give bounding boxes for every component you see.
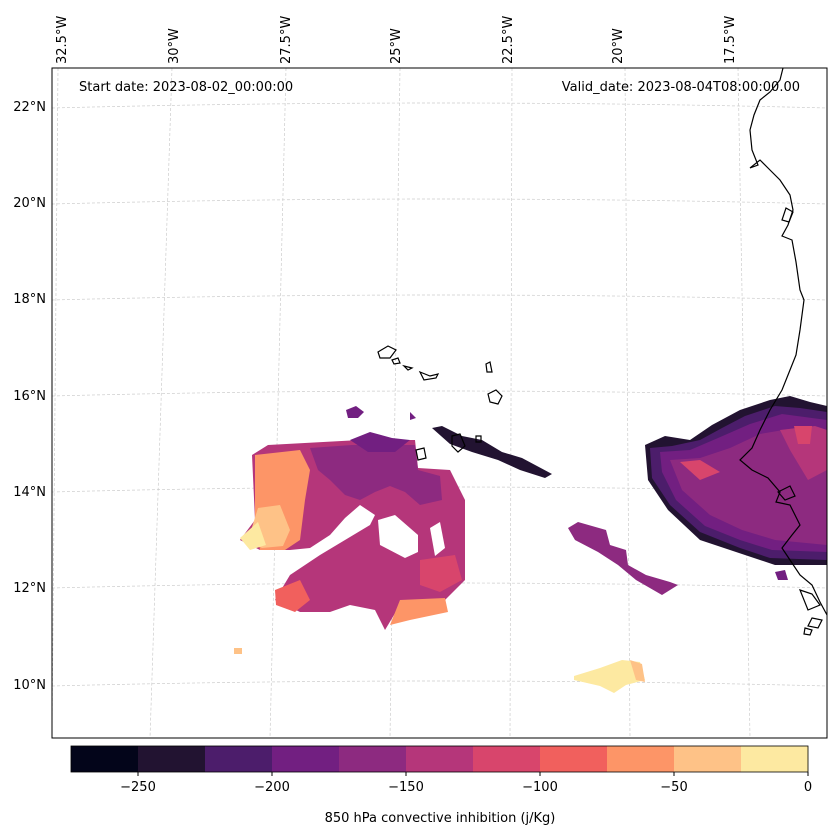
lat-label-14n: 14°N bbox=[13, 485, 46, 500]
cin-region-east-pink bbox=[680, 460, 720, 480]
cape-verde-santo-antao bbox=[377, 345, 397, 359]
colorbar-swatch bbox=[540, 746, 608, 772]
cin-region-west-pale bbox=[240, 522, 266, 550]
colorbar-swatch bbox=[205, 746, 273, 772]
colorbar-swatch bbox=[272, 746, 340, 772]
colorbar-swatch bbox=[473, 746, 541, 772]
valid-date-label: Valid_date: 2023-08-04T08:00:00.00 bbox=[562, 80, 800, 95]
lon-label-30w: 30°W bbox=[167, 28, 182, 64]
colorbar-swatch bbox=[674, 746, 742, 772]
map-background bbox=[52, 68, 827, 738]
lat-label-20n: 20°N bbox=[13, 196, 46, 211]
coast-bays bbox=[781, 207, 794, 223]
colorbar-border bbox=[70, 745, 809, 773]
cin-patch-south bbox=[574, 660, 645, 693]
cape-verde-boa-vista bbox=[487, 389, 503, 405]
colorbar-tick-label: −50 bbox=[660, 780, 687, 795]
colorbar-swatches bbox=[71, 746, 809, 772]
cin-region-west-red-2 bbox=[420, 555, 462, 592]
africa-coastline bbox=[739, 68, 827, 616]
lat-label-18n: 18°N bbox=[13, 292, 46, 307]
cin-region-west-red bbox=[275, 580, 310, 612]
cin-region-west-purple bbox=[350, 432, 410, 452]
lon-labels: 32.5°W 30°W 27.5°W 25°W 22.5°W 20°W 17.5… bbox=[55, 16, 738, 64]
cape-verde-sal bbox=[485, 361, 493, 373]
cin-field-east bbox=[645, 396, 827, 580]
cin-small-purple bbox=[346, 406, 364, 418]
bijagos-1 bbox=[807, 617, 823, 629]
lon-label-25w: 25°W bbox=[389, 28, 404, 64]
cin-region-west-dark bbox=[310, 445, 442, 505]
guinea-coast bbox=[798, 589, 821, 611]
lon-label-20w: 20°W bbox=[611, 28, 626, 64]
lat-label-16n: 16°N bbox=[13, 389, 46, 404]
colorbar-tick-label: −250 bbox=[120, 780, 156, 795]
cin-patch-south-edge bbox=[630, 660, 645, 682]
cape-verde-santiago bbox=[418, 370, 440, 381]
cin-speck-1 bbox=[234, 648, 242, 654]
cin-streak-middle bbox=[568, 522, 678, 595]
lon-label-27.5w: 27.5°W bbox=[279, 16, 294, 64]
start-date-label: Start date: 2023-08-02_00:00:00 bbox=[79, 80, 293, 95]
cin-region-east-red bbox=[794, 426, 812, 444]
cin-region-east-rose bbox=[780, 426, 827, 480]
colorbar-ticks: −250 −200 −150 −100 −50 0 bbox=[120, 772, 812, 795]
gambia-outline bbox=[777, 485, 796, 501]
colorbar-tick-label: −200 bbox=[254, 780, 290, 795]
colorbar-tick-label: −100 bbox=[522, 780, 558, 795]
map-border bbox=[51, 67, 828, 739]
cape-verde-sao-nicolau bbox=[402, 364, 414, 371]
lon-label-22.5w: 22.5°W bbox=[501, 16, 516, 64]
colorbar-tick-label: 0 bbox=[804, 780, 812, 795]
cape-verde-sao-vicente bbox=[391, 357, 401, 365]
lat-label-10n: 10°N bbox=[13, 678, 46, 693]
colorbar-swatch bbox=[406, 746, 474, 772]
cape-verde-maio bbox=[451, 433, 466, 453]
cin-speck-2 bbox=[775, 570, 788, 580]
cin-small-purple-2 bbox=[410, 412, 416, 420]
lon-label-17.5w: 17.5°W bbox=[723, 16, 738, 64]
cin-region-east-main bbox=[670, 428, 827, 545]
cin-hole-2 bbox=[430, 522, 445, 556]
cin-hole-1 bbox=[378, 515, 418, 558]
cin-field-west bbox=[234, 406, 465, 654]
lat-label-12n: 12°N bbox=[13, 581, 46, 596]
coastlines bbox=[377, 68, 827, 636]
colorbar: −250 −200 −150 −100 −50 0 850 hPa convective … bbox=[70, 745, 812, 826]
colorbar-swatch bbox=[339, 746, 407, 772]
cape-verde-brava bbox=[475, 435, 482, 443]
colorbar-label: 850 hPa convective inhibition (j/Kg) bbox=[325, 811, 556, 826]
lon-label-32.5w: 32.5°W bbox=[55, 16, 70, 64]
cin-region-west-orange-2 bbox=[390, 598, 448, 625]
colorbar-swatch bbox=[138, 746, 206, 772]
cape-verde-fogo bbox=[415, 447, 427, 461]
colorbar-tick-label: −150 bbox=[388, 780, 424, 795]
colorbar-swatch bbox=[741, 746, 809, 772]
lat-labels: 22°N 20°N 18°N 16°N 14°N 12°N 10°N bbox=[13, 100, 46, 693]
colorbar-swatch bbox=[71, 746, 139, 772]
colorbar-swatch bbox=[607, 746, 675, 772]
bijagos-2 bbox=[803, 627, 813, 636]
lat-label-22n: 22°N bbox=[13, 100, 46, 115]
